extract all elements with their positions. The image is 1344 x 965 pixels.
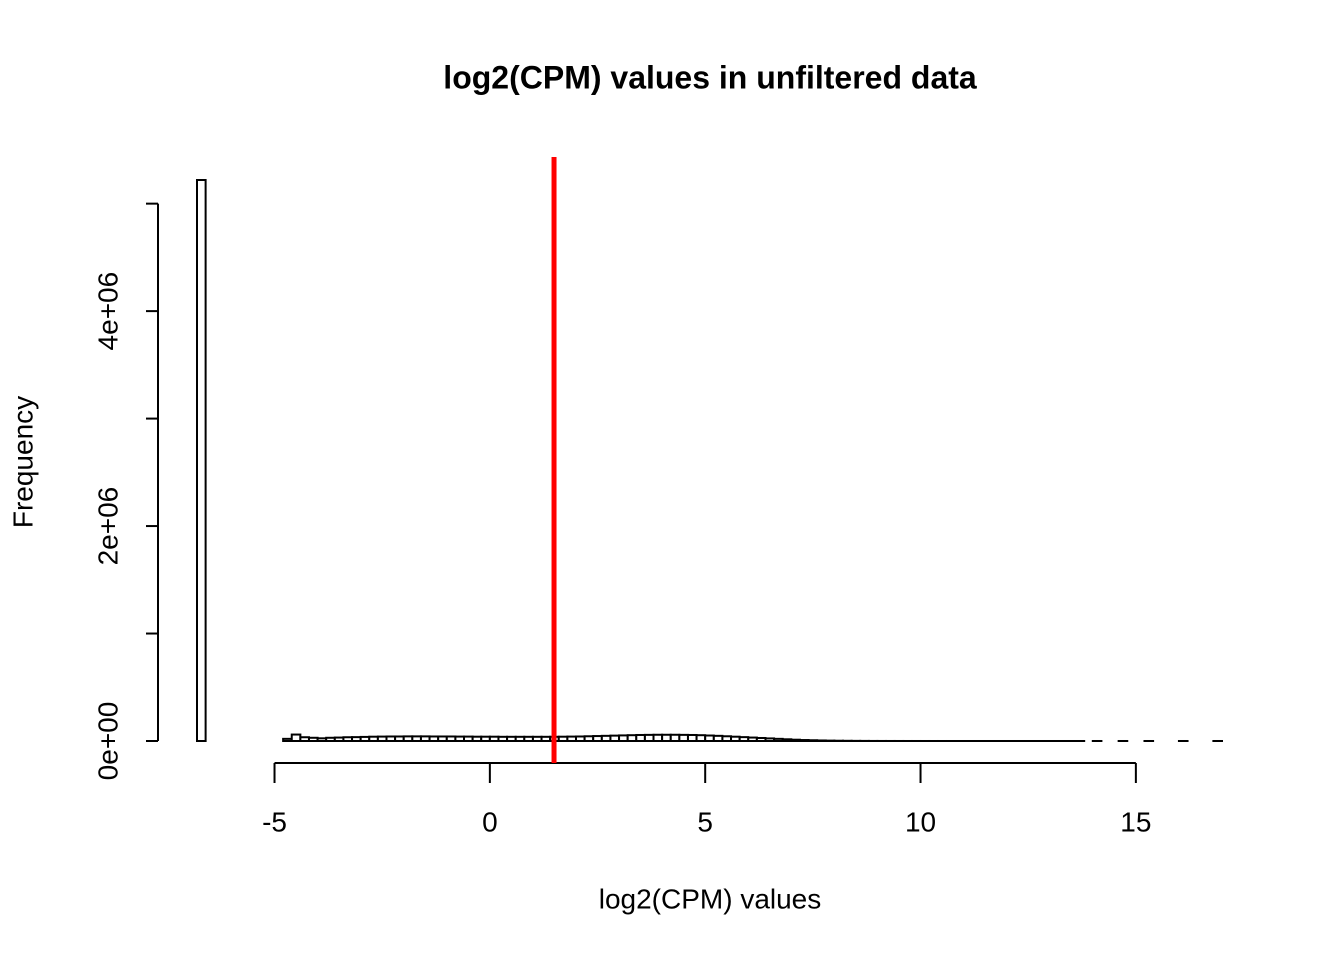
bar — [361, 737, 370, 741]
bar — [645, 735, 654, 741]
bar — [817, 740, 826, 741]
bar — [791, 740, 800, 741]
bar — [464, 737, 473, 741]
bar — [335, 738, 344, 741]
bar — [757, 738, 766, 741]
bar — [516, 737, 525, 741]
bar — [783, 739, 792, 741]
bar — [619, 735, 628, 741]
bar — [654, 735, 663, 741]
bar — [300, 737, 309, 741]
bar — [352, 737, 361, 741]
bar — [576, 736, 585, 741]
y-axis-label: Frequency — [7, 396, 38, 528]
bar — [283, 739, 292, 741]
bar — [343, 737, 352, 741]
bar — [404, 736, 413, 741]
y-tick-label: 4e+06 — [92, 272, 123, 351]
bar — [705, 736, 714, 741]
x-tick-label: 10 — [905, 806, 936, 837]
bar — [636, 735, 645, 741]
bar — [809, 740, 818, 741]
bar — [386, 736, 395, 741]
chart-title: log2(CPM) values in unfiltered data — [443, 59, 977, 95]
bar — [326, 738, 335, 741]
bar — [438, 736, 447, 741]
bar — [447, 736, 456, 741]
bar — [593, 736, 602, 741]
bar — [318, 738, 327, 741]
bar — [559, 737, 568, 741]
bar — [292, 735, 301, 741]
bar — [628, 735, 637, 741]
bar — [430, 736, 439, 741]
y-tick-label: 0e+00 — [92, 702, 123, 781]
bar — [369, 737, 378, 741]
bar — [688, 735, 697, 741]
bar — [524, 737, 533, 741]
bar — [533, 737, 542, 741]
x-tick-label: 5 — [697, 806, 713, 837]
bar — [585, 736, 594, 741]
bar — [455, 737, 464, 741]
x-tick-label: -5 — [262, 806, 287, 837]
bar — [714, 736, 723, 741]
x-axis-label: log2(CPM) values — [599, 883, 822, 914]
x-tick-label: 0 — [482, 806, 498, 837]
bar — [395, 736, 404, 741]
bar — [412, 736, 421, 741]
bar — [610, 736, 619, 741]
bar — [774, 739, 783, 741]
bar — [309, 738, 318, 741]
bar — [490, 737, 499, 741]
bar — [507, 737, 516, 741]
bar — [748, 738, 757, 741]
bar — [697, 735, 706, 741]
bar — [765, 738, 774, 741]
bar — [481, 737, 490, 741]
bar — [498, 737, 507, 741]
bar — [473, 737, 482, 741]
bar — [378, 737, 387, 741]
bar — [421, 736, 430, 741]
y-tick-label: 2e+06 — [92, 487, 123, 566]
bar — [197, 180, 206, 741]
bar — [722, 736, 731, 741]
bar — [731, 737, 740, 741]
bar — [800, 740, 809, 741]
bar — [602, 736, 611, 741]
bar — [662, 735, 671, 741]
bar — [542, 737, 551, 741]
bar — [679, 735, 688, 741]
bar — [740, 737, 749, 741]
x-tick-label: 15 — [1120, 806, 1151, 837]
bar — [671, 735, 680, 741]
bar — [567, 737, 576, 741]
